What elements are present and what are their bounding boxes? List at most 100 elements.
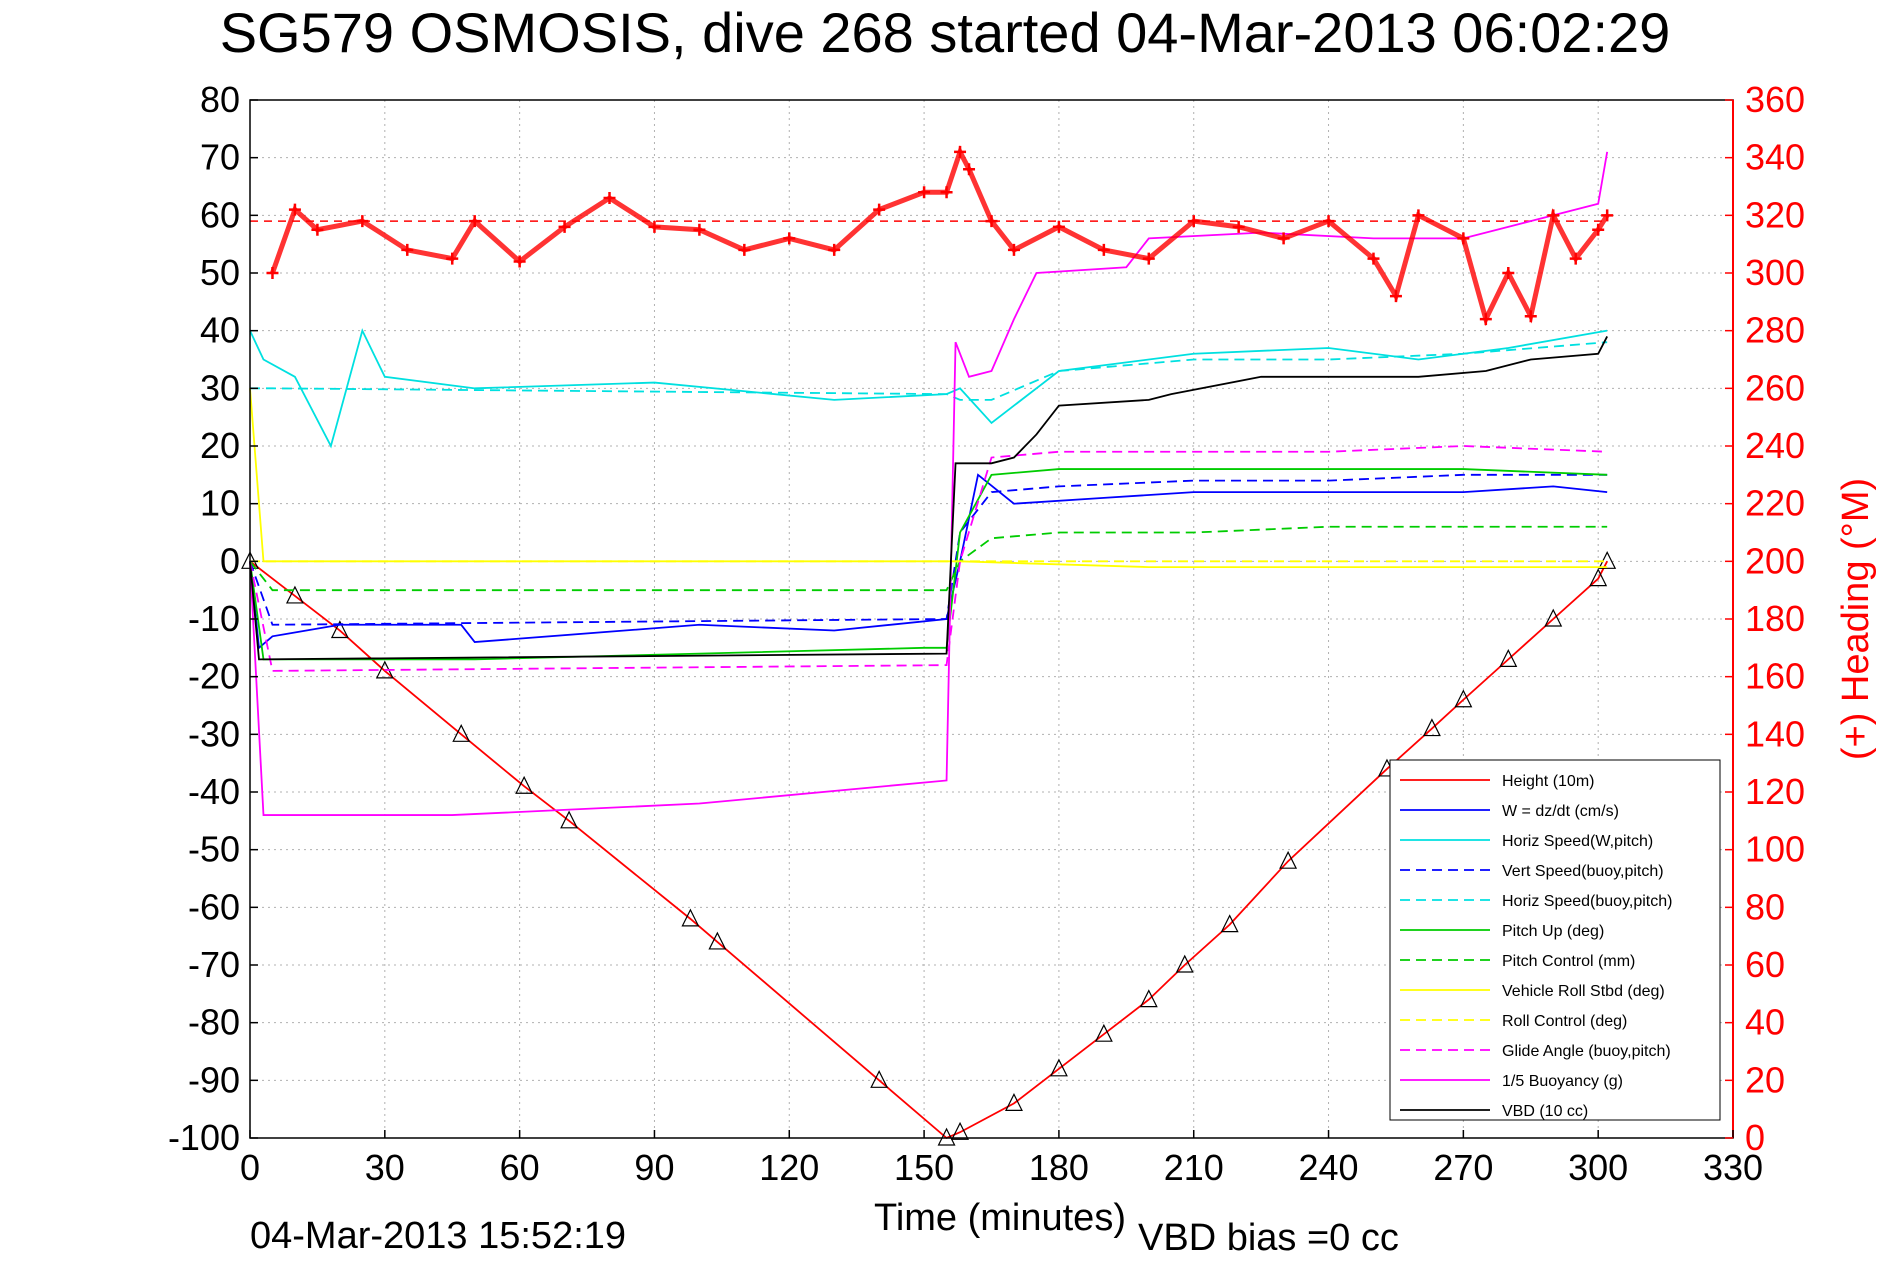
legend-label: Height (10m)	[1502, 773, 1594, 790]
y-right-tick-label: 200	[1745, 540, 1805, 581]
height-marker	[1454, 689, 1473, 708]
x-tick-label: 60	[500, 1147, 540, 1188]
legend-label: 1/5 Buoyancy (g)	[1502, 1073, 1623, 1090]
height-marker	[870, 1069, 889, 1088]
legend-label: Glide Angle (buoy,pitch)	[1502, 1043, 1671, 1060]
y-tick-label: 60	[200, 194, 240, 235]
y-tick-label: 30	[200, 367, 240, 408]
y-right-tick-label: 300	[1745, 252, 1805, 293]
height-marker	[285, 585, 304, 604]
legend-label: VBD (10 cc)	[1502, 1103, 1588, 1120]
legend-label: Pitch Up (deg)	[1502, 923, 1604, 940]
y-right-tick-label: 320	[1745, 194, 1805, 235]
y-right-tick-label: 260	[1745, 367, 1805, 408]
series-line-glide-angle-buoy-pitch	[249, 445, 1608, 672]
y-right-tick-label: 220	[1745, 483, 1805, 524]
y-tick-label: -100	[168, 1117, 240, 1158]
legend-label: Horiz Speed(W,pitch)	[1502, 833, 1653, 850]
height-marker	[951, 1121, 970, 1140]
height-marker	[1598, 550, 1617, 569]
height-marker	[1094, 1023, 1113, 1042]
legend-label: Vert Speed(buoy,pitch)	[1502, 863, 1664, 880]
series-line-vbd-10-cc	[249, 336, 1608, 661]
y-tick-label: 70	[200, 137, 240, 178]
y-right-tick-label: 140	[1745, 713, 1805, 754]
x-tick-label: 120	[759, 1147, 819, 1188]
height-marker	[1279, 850, 1298, 869]
chart-title: SG579 OSMOSIS, dive 268 started 04-Mar-2…	[220, 1, 1671, 64]
footer-vbd-bias: VBD bias =0 cc	[1138, 1217, 1399, 1259]
y-tick-label: -60	[188, 886, 240, 927]
y-right-tick-label: 20	[1745, 1059, 1785, 1100]
height-marker	[1499, 649, 1518, 667]
x-tick-label: 240	[1299, 1147, 1359, 1188]
y-right-tick-label: 240	[1745, 425, 1805, 466]
x-tick-label: 210	[1164, 1147, 1224, 1188]
series-line-horiz-speed-buoy-pitch	[250, 341, 1608, 401]
legend-label: W = dz/dt (cm/s)	[1502, 803, 1619, 820]
legend-label: Vehicle Roll Stbd (deg)	[1502, 983, 1665, 1000]
x-tick-label: 330	[1703, 1147, 1763, 1188]
height-marker	[1175, 954, 1194, 973]
grid-layer	[250, 100, 1733, 1138]
y-right-tick-label: 100	[1745, 829, 1805, 870]
height-marker	[452, 723, 471, 742]
height-marker	[330, 620, 349, 639]
series-line-horiz-speed-w-pitch	[249, 328, 1608, 449]
y-tick-label: -40	[188, 771, 240, 812]
series-line-height-10m	[249, 560, 1608, 1140]
y-right-tick-label: 160	[1745, 656, 1805, 697]
x-tick-label: 30	[365, 1147, 405, 1188]
height-marker	[937, 1127, 956, 1146]
height-marker	[708, 931, 727, 950]
y-tick-label: 0	[220, 540, 240, 581]
series-line-pitch-up-deg	[249, 468, 1608, 661]
x-tick-label: 90	[634, 1147, 674, 1188]
height-marker	[560, 810, 579, 829]
y-tick-label: -80	[188, 1002, 240, 1043]
right-axis-label: (+) Heading (°M)	[1835, 478, 1877, 760]
ticks-layer: 0 30 60 90 120 150 180 210 240 270 300 330807060504…	[168, 79, 1805, 1188]
y-tick-label: -90	[188, 1059, 240, 1100]
legend: Height (10m) W = dz/dt (cm/s) Horiz Speed(…	[1389, 759, 1721, 1121]
y-tick-label: 50	[200, 252, 240, 293]
x-tick-label: 300	[1568, 1147, 1628, 1188]
y-right-tick-label: 60	[1745, 944, 1785, 985]
x-tick-label: 270	[1433, 1147, 1493, 1188]
series-line-1-5-buoyancy-g	[249, 151, 1609, 816]
y-right-tick-label: 180	[1745, 598, 1805, 639]
height-marker	[681, 908, 700, 927]
y-tick-label: -10	[188, 598, 240, 639]
y-right-tick-label: 360	[1745, 79, 1805, 120]
y-tick-label: 40	[200, 310, 240, 351]
legend-label: Horiz Speed(buoy,pitch)	[1502, 893, 1672, 910]
y-tick-label: 10	[200, 483, 240, 524]
legend-box	[1389, 759, 1721, 1121]
height-marker	[1422, 718, 1441, 737]
height-marker	[1004, 1093, 1023, 1111]
y-tick-label: -70	[188, 944, 240, 985]
height-marker	[1220, 914, 1239, 933]
legend-label: Roll Control (deg)	[1502, 1013, 1627, 1030]
footer-timestamp: 04-Mar-2013 15:52:19	[250, 1215, 626, 1257]
x-tick-label: 0	[240, 1147, 260, 1188]
series-line-vert-speed-buoy-pitch	[249, 473, 1608, 626]
legend-label: Pitch Control (mm)	[1502, 953, 1635, 970]
height-marker	[1139, 989, 1158, 1008]
height-marker	[515, 775, 534, 794]
series-line-vehicle-roll-stbd-deg	[249, 388, 1608, 568]
y-tick-label: -50	[188, 829, 240, 870]
x-axis-label: Time (minutes)	[874, 1197, 1126, 1239]
y-right-tick-label: 280	[1745, 310, 1805, 351]
y-tick-label: -30	[188, 713, 240, 754]
height-marker	[1589, 568, 1608, 587]
series-layer	[241, 145, 1617, 1146]
y-right-tick-label: 40	[1745, 1002, 1785, 1043]
height-marker	[1544, 608, 1563, 627]
y-right-tick-label: 120	[1745, 771, 1805, 812]
y-tick-label: 80	[200, 79, 240, 120]
y-right-tick-label: 80	[1745, 886, 1785, 927]
x-tick-label: 150	[894, 1147, 954, 1188]
height-marker	[1049, 1058, 1068, 1077]
